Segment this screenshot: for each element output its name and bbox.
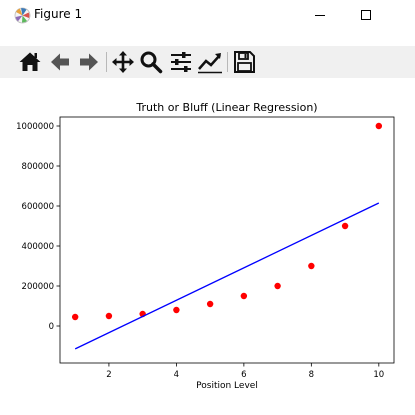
title-bar: Figure 1	[0, 0, 415, 30]
y-tick-label: 800000	[22, 162, 54, 172]
y-tick-label: 200000	[22, 282, 54, 292]
x-tick-label: 4	[174, 370, 179, 380]
y-axis-ticks: 0 200000 400000 600000 800000 1000000	[16, 122, 60, 332]
home-icon	[19, 52, 41, 71]
y-tick-label: 600000	[22, 202, 54, 212]
minimize-button[interactable]	[297, 0, 342, 30]
data-point	[375, 122, 383, 130]
regression-line	[74, 202, 380, 350]
forward-button[interactable]	[76, 49, 102, 75]
pan-button[interactable]	[110, 49, 136, 75]
y-tick-label: 0	[49, 322, 54, 332]
pan-icon	[112, 51, 134, 73]
x-tick-label: 2	[106, 370, 111, 380]
minimize-icon	[314, 15, 325, 16]
plot-series	[71, 122, 383, 350]
data-point	[240, 292, 248, 300]
back-arrow-icon	[51, 53, 69, 71]
configure-subplots-button[interactable]	[168, 49, 194, 75]
maximize-button[interactable]	[343, 0, 388, 30]
save-icon	[234, 51, 255, 73]
window-title: Figure 1	[34, 7, 83, 21]
subplots-config-icon	[171, 52, 191, 72]
zoom-button[interactable]	[138, 49, 164, 75]
y-tick-label: 400000	[22, 242, 54, 252]
x-axis-label: Position Level	[196, 381, 258, 391]
data-point	[308, 262, 315, 270]
save-button[interactable]	[231, 49, 257, 75]
navigation-toolbar	[0, 46, 415, 78]
plot-figure: Truth or Bluff (Linear Regression) 2 4 6 8 1…	[16, 101, 395, 391]
edit-axis-button[interactable]	[197, 49, 223, 75]
maximize-icon	[360, 10, 371, 20]
home-button[interactable]	[17, 49, 43, 75]
x-tick-label: 8	[309, 370, 314, 380]
edit-axis-icon	[198, 53, 222, 74]
x-axis-ticks: 2 4 6 8 10	[106, 363, 384, 380]
data-point	[206, 300, 214, 308]
toolbar-separator	[106, 52, 107, 72]
axes-frame	[59, 116, 395, 364]
data-point	[173, 306, 180, 314]
data-point	[274, 282, 281, 290]
zoom-icon	[140, 51, 163, 74]
data-point	[105, 312, 113, 320]
y-tick-label: 1000000	[16, 122, 54, 132]
data-point	[341, 222, 349, 230]
x-tick-label: 6	[241, 370, 246, 380]
back-button[interactable]	[47, 49, 73, 75]
forward-arrow-icon	[80, 53, 98, 71]
chart-title: Truth or Bluff (Linear Regression)	[135, 101, 317, 114]
toolbar-separator	[227, 52, 228, 72]
data-point	[71, 313, 79, 321]
x-tick-label: 10	[373, 370, 384, 380]
matplotlib-logo-icon	[14, 7, 31, 24]
